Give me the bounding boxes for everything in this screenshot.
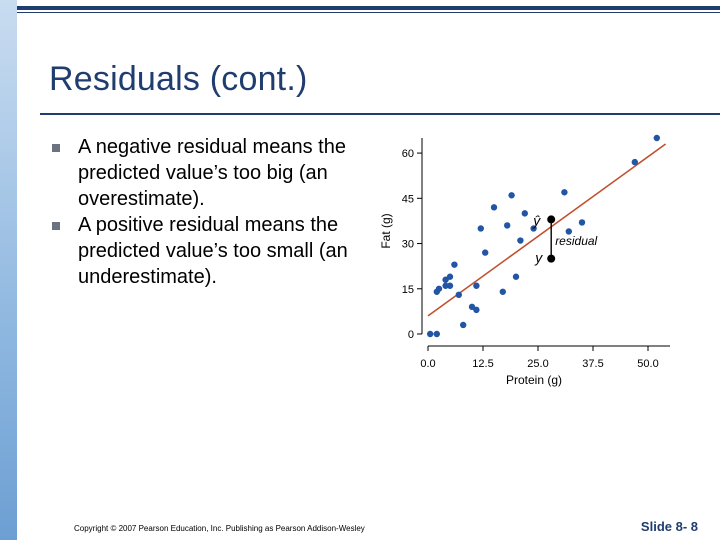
- footer-copyright: Copyright © 2007 Pearson Education, Inc.…: [74, 524, 365, 533]
- slide-number: Slide 8- 8: [640, 519, 698, 534]
- y-tick-label: 45: [402, 193, 414, 205]
- y-tick-label: 30: [402, 239, 414, 251]
- predicted-value-label: ŷ: [532, 212, 541, 228]
- predicted-point: [547, 215, 556, 224]
- y-tick-label: 15: [402, 284, 414, 296]
- regression-line: [427, 143, 667, 317]
- square-bullet-icon: [52, 222, 60, 230]
- data-point: [517, 237, 524, 244]
- data-point: [473, 282, 480, 289]
- data-point: [490, 204, 498, 211]
- y-axis-ticks: 0 15 30 45 60: [402, 148, 422, 341]
- bullet-negative-residual: A negative residual means the predicted …: [52, 134, 372, 212]
- data-point: [578, 219, 586, 226]
- data-point: [521, 210, 528, 217]
- data-point: [512, 273, 520, 280]
- title-underline: [40, 113, 720, 115]
- data-points: [427, 134, 660, 338]
- data-point: [499, 288, 506, 295]
- top-rule: [17, 6, 720, 10]
- data-point: [631, 158, 638, 166]
- x-axis-label: Protein (g): [506, 373, 562, 387]
- x-tick-label: 50.0: [637, 358, 658, 370]
- bullet-positive-residual: A positive residual means the predicted …: [52, 212, 372, 290]
- data-point: [433, 330, 440, 338]
- bullet-list: A negative residual means the predicted …: [52, 134, 372, 290]
- residual-label: residual: [555, 234, 597, 248]
- observed-point: [547, 254, 556, 263]
- bullet-text: A positive residual means the predicted …: [78, 214, 348, 288]
- data-point: [427, 330, 434, 338]
- data-point: [653, 134, 660, 142]
- data-point: [442, 282, 449, 289]
- scatter-chart: 0.0 12.5 25.0 37.5 50.0 0 15 30 45 60 Protein (g…: [379, 134, 670, 387]
- data-point: [561, 189, 568, 196]
- data-point: [460, 321, 467, 329]
- x-tick-label: 0.0: [420, 358, 435, 370]
- data-point: [482, 249, 489, 256]
- y-axis-label: Fat (g): [379, 213, 393, 248]
- x-tick-label: 25.0: [527, 358, 548, 370]
- x-tick-label: 37.5: [582, 358, 603, 370]
- data-point: [530, 225, 537, 232]
- bullet-text: A negative residual means the predicted …: [78, 136, 346, 210]
- observed-value-label: y: [534, 250, 543, 266]
- top-rule-thin: [17, 12, 720, 13]
- data-point: [451, 261, 458, 268]
- data-point: [446, 282, 454, 289]
- data-point: [508, 192, 515, 199]
- x-axis-ticks: 0.0 12.5 25.0 37.5 50.0: [420, 346, 659, 370]
- x-tick-label: 12.5: [472, 358, 493, 370]
- data-point: [435, 285, 443, 292]
- data-point: [446, 273, 454, 280]
- data-point: [504, 222, 511, 229]
- data-point: [473, 306, 480, 314]
- y-tick-label: 60: [402, 148, 414, 160]
- slide-title: Residuals (cont.): [49, 60, 308, 98]
- square-bullet-icon: [52, 144, 60, 152]
- y-tick-label: 0: [408, 329, 414, 341]
- data-point: [477, 225, 484, 232]
- data-point: [455, 291, 462, 298]
- data-point: [565, 228, 572, 235]
- left-accent-band: [0, 0, 17, 540]
